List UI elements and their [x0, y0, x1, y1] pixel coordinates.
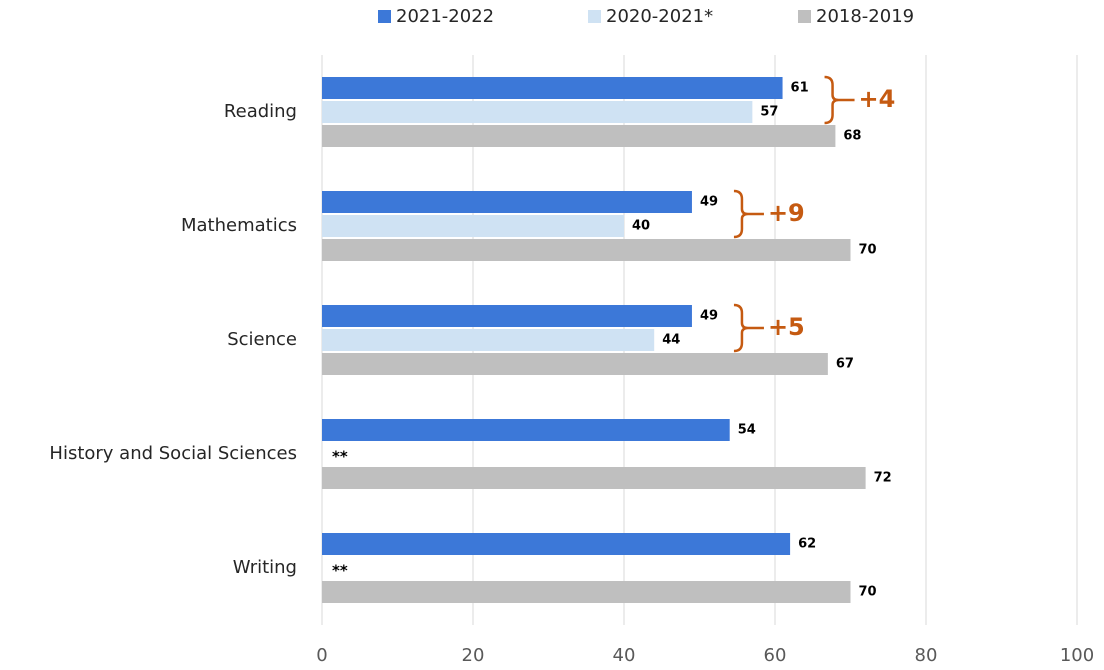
legend-swatch — [798, 10, 811, 23]
data-label: 57 — [760, 105, 778, 120]
y-tick-label: Writing — [233, 557, 297, 578]
bar — [322, 77, 783, 99]
y-tick-label: Reading — [224, 101, 297, 122]
bar — [322, 191, 692, 213]
legend-swatch — [588, 10, 601, 23]
x-tick-label: 60 — [764, 645, 787, 666]
legend-label: 2018-2019 — [816, 6, 914, 27]
data-label: 44 — [662, 333, 680, 348]
bar — [322, 353, 828, 375]
data-label: 62 — [798, 537, 816, 552]
bar — [322, 329, 655, 351]
annotation: +4 — [859, 85, 896, 113]
data-label: 67 — [836, 357, 854, 372]
legend-swatch — [378, 10, 391, 23]
x-tick-label: 20 — [462, 645, 485, 666]
bar — [322, 533, 791, 555]
annotation: +9 — [768, 199, 805, 227]
legend-label: 2020-2021* — [606, 6, 713, 27]
bar — [322, 239, 851, 261]
x-tick-label: 80 — [915, 645, 938, 666]
annotation: +5 — [768, 313, 805, 341]
bar — [322, 581, 851, 603]
data-label: 49 — [700, 309, 718, 324]
x-tick-label: 40 — [613, 645, 636, 666]
y-tick-label: Science — [227, 329, 297, 350]
y-tick-label: Mathematics — [181, 215, 297, 236]
brace — [824, 75, 855, 125]
data-label: ** — [332, 562, 348, 580]
data-label: 40 — [632, 219, 650, 234]
legend-label: 2021-2022 — [396, 6, 494, 27]
data-label: 70 — [859, 585, 877, 600]
data-label: ** — [332, 448, 348, 466]
data-label: 49 — [700, 195, 718, 210]
data-label: 54 — [738, 423, 756, 438]
bar — [322, 305, 692, 327]
bar — [322, 419, 730, 441]
y-tick-label: History and Social Sciences — [49, 443, 297, 464]
bar — [322, 101, 753, 123]
x-tick-label: 0 — [316, 645, 327, 666]
bar — [322, 215, 624, 237]
data-label: 61 — [791, 81, 809, 96]
bar — [322, 125, 836, 147]
data-label: 68 — [843, 129, 861, 144]
bar — [322, 467, 866, 489]
brace — [733, 189, 764, 239]
brace — [733, 303, 764, 353]
x-tick-label: 100 — [1060, 645, 1094, 666]
data-label: 70 — [859, 243, 877, 258]
data-label: 72 — [874, 471, 892, 486]
